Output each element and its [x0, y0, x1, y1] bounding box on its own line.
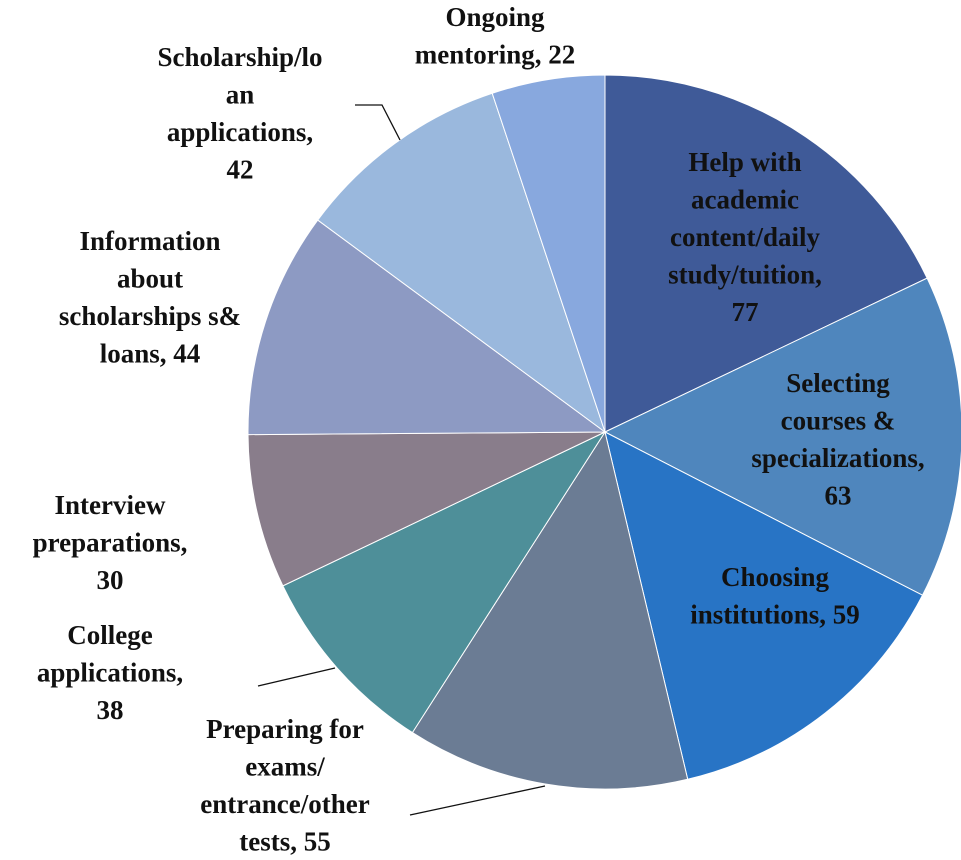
- slice-label: loans, 44: [100, 339, 201, 369]
- slice-label: study/tuition,: [668, 260, 822, 290]
- slice-label: academic: [691, 185, 799, 215]
- slice-label: 63: [825, 481, 852, 511]
- slice-label: specializations,: [751, 443, 924, 473]
- leader-line: [258, 668, 335, 686]
- leader-line: [410, 786, 545, 815]
- slice-label: scholarships s&: [59, 301, 241, 331]
- slice-label: Choosing: [721, 562, 830, 592]
- page: {"chart_data": {"type": "pie", "labels":…: [0, 0, 961, 860]
- slice-label: 77: [732, 297, 759, 327]
- slice-label: applications,: [37, 658, 183, 688]
- slice-label: 30: [97, 565, 124, 595]
- slice-label: about: [117, 264, 183, 294]
- slice-label: Preparing for: [206, 714, 364, 744]
- slice-label: content/daily: [670, 222, 821, 252]
- slice-label: 42: [227, 155, 254, 185]
- slice-label: mentoring, 22: [415, 40, 575, 70]
- slice-label: Selecting: [786, 368, 890, 398]
- slice-label: 38: [97, 695, 124, 725]
- slice-label: tests, 55: [239, 827, 330, 857]
- slice-label: exams/: [245, 752, 325, 782]
- leader-line: [355, 105, 400, 140]
- slice-label: Help with: [688, 147, 801, 177]
- slice-label: Interview: [55, 490, 166, 520]
- slice-label: Information: [80, 226, 221, 256]
- slice-label: an: [226, 80, 255, 110]
- slice-label: preparations,: [33, 528, 188, 558]
- slice-label: institutions, 59: [690, 600, 860, 630]
- slice-label: applications,: [167, 117, 313, 147]
- slice-label: College: [67, 620, 152, 650]
- slice-label: Scholarship/lo: [157, 42, 322, 72]
- chart: Help with academic content/daily study/tuit…: [0, 0, 961, 860]
- slice-label: Ongoing: [445, 2, 545, 32]
- slice-label: courses &: [781, 406, 896, 436]
- slice-label: entrance/other: [200, 789, 369, 819]
